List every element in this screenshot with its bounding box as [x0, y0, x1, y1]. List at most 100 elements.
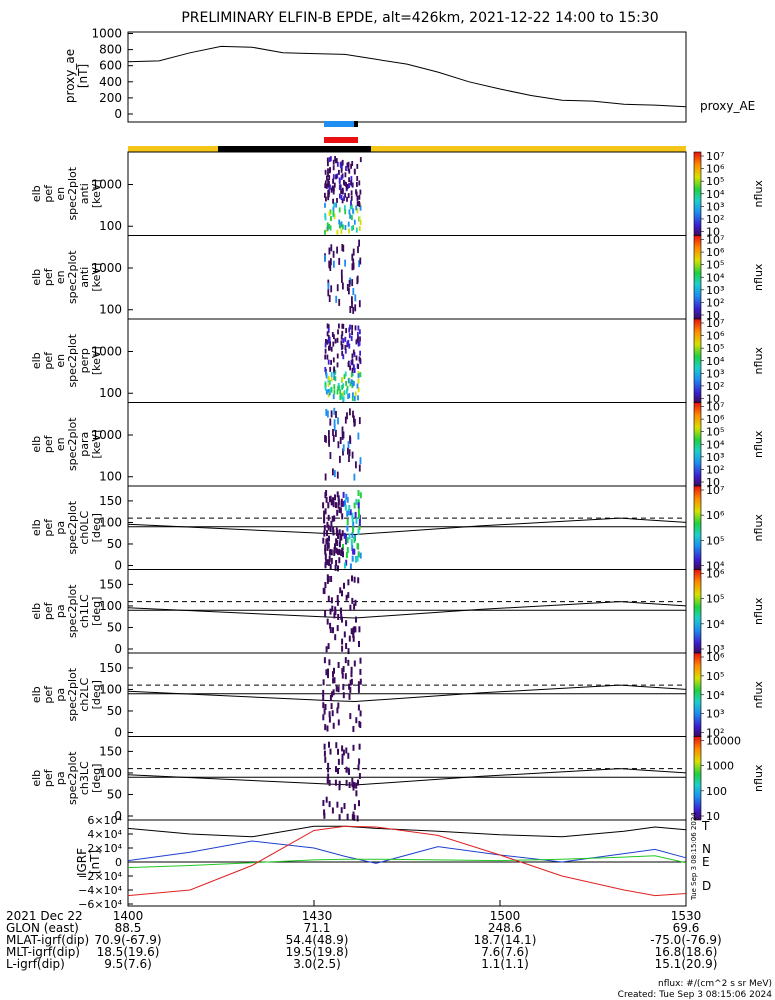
spectrogram-pixel [332, 434, 335, 442]
spectrogram-pixel [336, 246, 338, 254]
spectrogram-pixel [332, 189, 335, 195]
x-row-label: GLON (east) [6, 921, 79, 935]
loss-cone-line [127, 684, 687, 703]
spectrogram-pixel [338, 323, 340, 329]
panel-ylabel: pa [54, 521, 67, 535]
spectrogram-pixel [352, 349, 355, 355]
pa-pixel [359, 668, 362, 675]
colorbar-label: 10⁷ [706, 401, 724, 414]
spectrogram-pixel [359, 357, 362, 363]
spectrogram-pixel [332, 357, 335, 363]
spectrogram-pixel [337, 417, 339, 425]
pa-pixel [347, 579, 350, 586]
spectrogram-pixel [330, 410, 333, 418]
spectrogram-pixel [354, 325, 357, 331]
x-row-value: 54.4(48.9) [286, 933, 349, 947]
panel-ytick-label: 1000 [91, 261, 122, 275]
spectrogram-pixel [329, 418, 332, 426]
pa-pixel [327, 672, 329, 679]
spectrogram-pixel [324, 254, 326, 262]
pa-pixel [358, 743, 361, 750]
colorbar-label: 10⁵ [706, 175, 724, 188]
pa-pixel [358, 513, 360, 519]
spectrogram-pixel [338, 298, 341, 306]
spectrogram-pixel [332, 178, 334, 184]
x-row-value: 1430 [302, 909, 333, 923]
pa-pixel [350, 628, 353, 635]
pa-pixel [322, 587, 325, 594]
spectrogram-pixel [342, 224, 344, 230]
pa-pixel [345, 493, 348, 500]
pa-pixel [357, 490, 360, 496]
pa-pixel [341, 745, 344, 752]
pa-pixel [355, 556, 357, 563]
pa-pixel [328, 716, 331, 723]
pa-pixel [355, 498, 358, 505]
igrf-legend-D: D [702, 879, 711, 893]
spectrogram-pixel [327, 161, 329, 167]
igrf-legend-N: N [702, 842, 711, 856]
panel-ytick-label: 150 [99, 744, 122, 758]
spectrogram-pixel [341, 198, 344, 204]
spectrogram-pixel [346, 412, 348, 420]
spectrogram-pixel [357, 432, 360, 440]
x-row-value: 3.0(2.5) [293, 957, 341, 971]
panel-ytick-label: 100 [99, 515, 122, 529]
spectrogram-pixel [344, 416, 347, 424]
spectrogram-pixel [328, 175, 331, 181]
igrf-lines [127, 825, 687, 897]
pa-pixel [346, 813, 349, 820]
spectrogram-pixel [339, 389, 342, 395]
pa-pixel [332, 526, 335, 533]
pa-pixel [332, 677, 335, 684]
pa-pixel [356, 555, 359, 562]
pa-pixel [335, 527, 338, 534]
x-row-value: 7.6(7.6) [481, 945, 529, 959]
spectrogram-pixel [350, 195, 353, 201]
spectrogram-pixel [357, 387, 360, 393]
panel-ytick-label: 100 [99, 766, 122, 780]
spectrogram-pixel [347, 378, 350, 384]
spectrogram-pixel [327, 410, 329, 418]
colorbar-label: 10000 [706, 735, 741, 748]
pa-pixel [326, 530, 328, 537]
spectrogram-pixel [332, 468, 334, 476]
colorbar-label: 10⁵ [706, 342, 724, 355]
spectrogram-pixel [347, 441, 350, 448]
igrf-ytick-label: 0 [115, 856, 122, 869]
spectrogram-pixel [354, 294, 357, 302]
panel-ytick-label: 0 [114, 559, 122, 573]
spectrogram-pixel [348, 183, 350, 188]
panel-ylabel: [deg] [90, 513, 103, 542]
pa-pixel [352, 526, 354, 533]
spectrogram-pixel [351, 451, 354, 459]
pa-pixel [358, 758, 361, 765]
energy-panel-2: elb pef en spec2plot perp [keV]100010010⁷10⁶1… [30, 317, 765, 406]
colorbar-label: 10 [706, 393, 720, 406]
pa-pixel [342, 500, 345, 507]
pa-pixel [341, 672, 344, 679]
pa-pixel [339, 535, 342, 542]
spectrogram-pixel [354, 418, 356, 426]
spectrogram-pixel [350, 372, 353, 378]
pa-pixel [323, 510, 326, 517]
panel-ylabel: elb [30, 436, 43, 453]
pa-pixel [332, 627, 334, 634]
spectrogram-pixel [328, 223, 331, 229]
spectrogram-pixel [329, 379, 331, 385]
proxy-ae-ylabel: proxy_ae [nT] [63, 49, 90, 103]
spectrogram-pixel [354, 304, 357, 312]
spectrogram-pixel [330, 187, 333, 193]
pa-pixel [343, 532, 346, 539]
pa-pixel [350, 539, 353, 546]
spectrogram-pixel [342, 244, 345, 252]
spectrogram-pixel [328, 247, 331, 255]
panel-ylabel: en [54, 354, 67, 368]
spectrogram-pixel [356, 195, 359, 201]
spectrogram-pixel [336, 353, 339, 359]
spectrogram-pixel [329, 366, 332, 372]
spectrogram-pixel [327, 193, 330, 199]
pa-pixel [328, 779, 331, 786]
spectrogram-pixel [342, 282, 344, 290]
panel-frame [127, 318, 687, 403]
